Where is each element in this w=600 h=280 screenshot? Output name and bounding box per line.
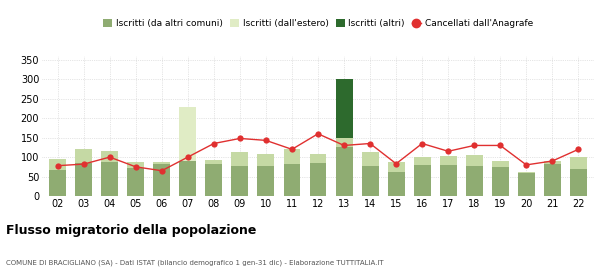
Bar	[518, 173, 535, 196]
Bar	[75, 163, 92, 196]
Bar	[284, 164, 301, 196]
Bar	[440, 156, 457, 165]
Bar	[257, 154, 274, 166]
Legend: Iscritti (da altri comuni), Iscritti (dall'estero), Iscritti (altri), Cancellati: Iscritti (da altri comuni), Iscritti (da…	[100, 16, 536, 32]
Text: Flusso migratorio della popolazione: Flusso migratorio della popolazione	[6, 224, 256, 237]
Bar	[492, 167, 509, 196]
Bar	[544, 164, 561, 196]
Bar	[284, 149, 301, 164]
Bar	[518, 171, 535, 173]
Bar	[492, 161, 509, 167]
Bar	[310, 154, 326, 163]
Bar	[466, 166, 482, 196]
Bar	[440, 165, 457, 196]
Bar	[179, 161, 196, 196]
Bar	[75, 149, 92, 163]
Bar	[335, 79, 353, 138]
Bar	[413, 165, 431, 196]
Bar	[232, 152, 248, 166]
Bar	[232, 166, 248, 196]
Bar	[362, 152, 379, 166]
Bar	[466, 155, 482, 166]
Bar	[49, 170, 66, 196]
Bar	[413, 157, 431, 165]
Bar	[154, 164, 170, 196]
Bar	[570, 157, 587, 169]
Bar	[101, 151, 118, 162]
Bar	[544, 161, 561, 164]
Bar	[154, 162, 170, 164]
Bar	[362, 166, 379, 196]
Bar	[127, 168, 144, 196]
Bar	[205, 160, 223, 164]
Bar	[49, 159, 66, 170]
Text: COMUNE DI BRACIGLIANO (SA) - Dati ISTAT (bilancio demografico 1 gen-31 dic) - El: COMUNE DI BRACIGLIANO (SA) - Dati ISTAT …	[6, 259, 383, 265]
Bar	[388, 172, 404, 196]
Bar	[335, 147, 353, 196]
Bar	[570, 169, 587, 196]
Bar	[127, 162, 144, 168]
Bar	[179, 107, 196, 161]
Bar	[101, 162, 118, 196]
Bar	[388, 162, 404, 172]
Bar	[335, 138, 353, 147]
Bar	[205, 164, 223, 196]
Bar	[310, 163, 326, 196]
Bar	[257, 166, 274, 196]
